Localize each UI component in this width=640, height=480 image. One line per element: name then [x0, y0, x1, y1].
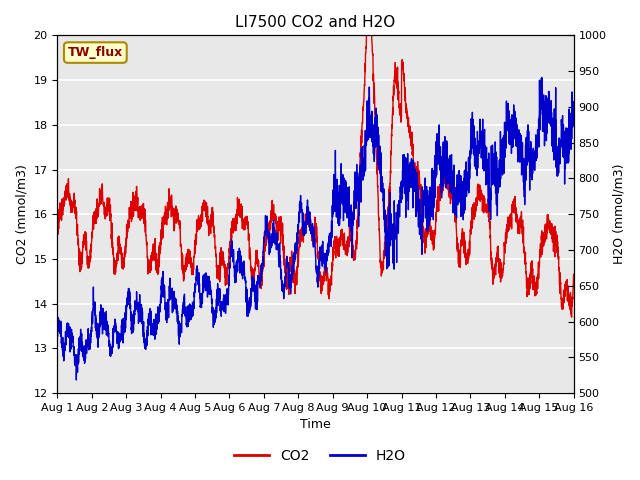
X-axis label: Time: Time [300, 419, 331, 432]
Y-axis label: H2O (mmol/m3): H2O (mmol/m3) [612, 164, 625, 264]
Text: TW_flux: TW_flux [68, 46, 123, 59]
Legend: CO2, H2O: CO2, H2O [228, 443, 412, 468]
Y-axis label: CO2 (mmol/m3): CO2 (mmol/m3) [15, 164, 28, 264]
Title: LI7500 CO2 and H2O: LI7500 CO2 and H2O [236, 15, 396, 30]
